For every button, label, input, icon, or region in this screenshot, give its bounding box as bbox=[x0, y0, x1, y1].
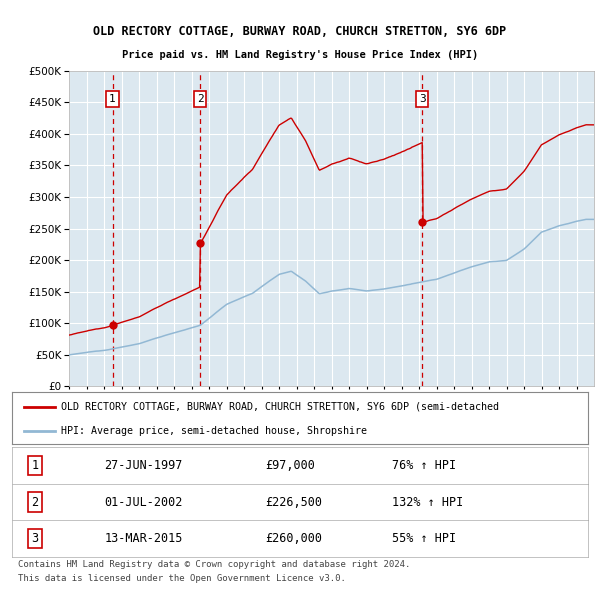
Text: 55% ↑ HPI: 55% ↑ HPI bbox=[392, 532, 456, 545]
Text: 3: 3 bbox=[31, 532, 38, 545]
Text: 27-JUN-1997: 27-JUN-1997 bbox=[104, 459, 182, 472]
Text: 3: 3 bbox=[419, 94, 426, 104]
Text: HPI: Average price, semi-detached house, Shropshire: HPI: Average price, semi-detached house,… bbox=[61, 427, 367, 436]
Text: Price paid vs. HM Land Registry's House Price Index (HPI): Price paid vs. HM Land Registry's House … bbox=[122, 50, 478, 60]
Text: £260,000: £260,000 bbox=[265, 532, 322, 545]
Text: Contains HM Land Registry data © Crown copyright and database right 2024.: Contains HM Land Registry data © Crown c… bbox=[18, 560, 410, 569]
Text: 1: 1 bbox=[109, 94, 116, 104]
Text: 76% ↑ HPI: 76% ↑ HPI bbox=[392, 459, 456, 472]
Text: £226,500: £226,500 bbox=[265, 496, 322, 509]
Text: OLD RECTORY COTTAGE, BURWAY ROAD, CHURCH STRETTON, SY6 6DP (semi-detached: OLD RECTORY COTTAGE, BURWAY ROAD, CHURCH… bbox=[61, 402, 499, 412]
Text: 2: 2 bbox=[197, 94, 203, 104]
Text: This data is licensed under the Open Government Licence v3.0.: This data is licensed under the Open Gov… bbox=[18, 574, 346, 583]
Text: 13-MAR-2015: 13-MAR-2015 bbox=[104, 532, 182, 545]
Text: 1: 1 bbox=[31, 459, 38, 472]
Text: 2: 2 bbox=[31, 496, 38, 509]
Text: OLD RECTORY COTTAGE, BURWAY ROAD, CHURCH STRETTON, SY6 6DP: OLD RECTORY COTTAGE, BURWAY ROAD, CHURCH… bbox=[94, 25, 506, 38]
Text: £97,000: £97,000 bbox=[265, 459, 316, 472]
Text: 01-JUL-2002: 01-JUL-2002 bbox=[104, 496, 182, 509]
Text: 132% ↑ HPI: 132% ↑ HPI bbox=[392, 496, 463, 509]
